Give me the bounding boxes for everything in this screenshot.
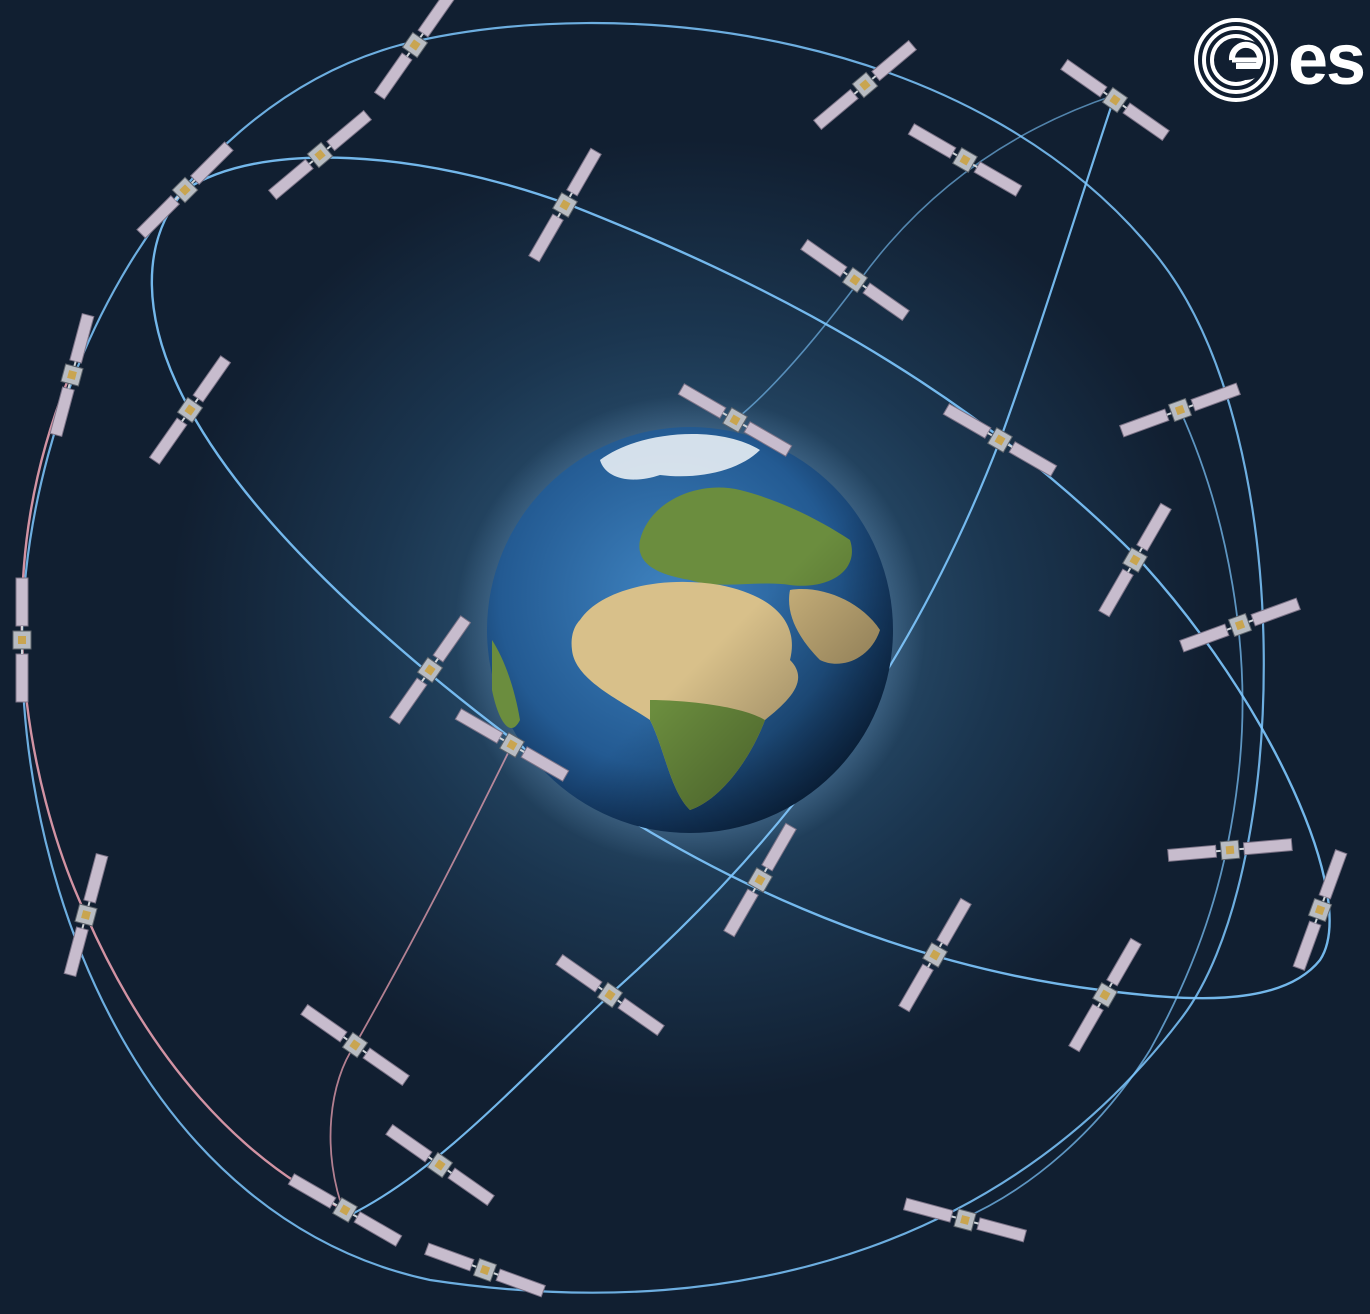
satellite-icon [1098,502,1172,618]
satellite-icon [388,615,472,725]
esa-logo-emblem-icon [1194,18,1278,102]
orbit-pink-arc [20,368,347,1212]
orbit-outer-ring [20,21,1265,1294]
satellite-icon [12,577,32,703]
orbit-right-loop [959,409,1244,1221]
satellite-icon [300,1003,410,1087]
satellite-icon [528,147,602,263]
satellite-icon [1167,838,1293,862]
satellite-icon [812,39,918,131]
satellite-icon [136,141,234,239]
satellite-icon [1068,937,1142,1053]
satellite-icon [1179,597,1301,653]
earth-globe [455,395,925,865]
satellite-icon [898,897,972,1013]
satellite-icon [1292,849,1348,971]
satellite-icon [148,355,232,465]
satellite-icon [287,1173,403,1247]
satellite-icon [907,123,1023,197]
logo-text: es [1288,20,1366,100]
satellite-icon [723,822,797,938]
satellite-icon [1119,382,1241,438]
orbit-diagonal-2 [734,94,1116,421]
satellite-icon [677,383,793,457]
satellite-icon [424,1242,546,1298]
satellite-icon [902,1197,1028,1243]
satellite-icon [63,852,109,978]
satellite-icon [800,238,910,322]
satellite-icon [373,0,457,100]
satellite-icon [555,953,665,1037]
satellite-icon [454,708,570,782]
orbit-tilted-ellipse [150,156,1331,1000]
satellite-icon [942,403,1058,477]
satellite-icon [49,312,95,438]
satellite-icon [267,109,373,201]
satellite-icon [1060,58,1170,142]
esa-logo: es [1190,14,1370,106]
orbit-left-loop [329,744,513,1216]
satellite-icon [385,1123,495,1207]
